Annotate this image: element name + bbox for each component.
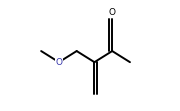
Text: O: O bbox=[109, 8, 116, 17]
Text: O: O bbox=[55, 58, 62, 67]
